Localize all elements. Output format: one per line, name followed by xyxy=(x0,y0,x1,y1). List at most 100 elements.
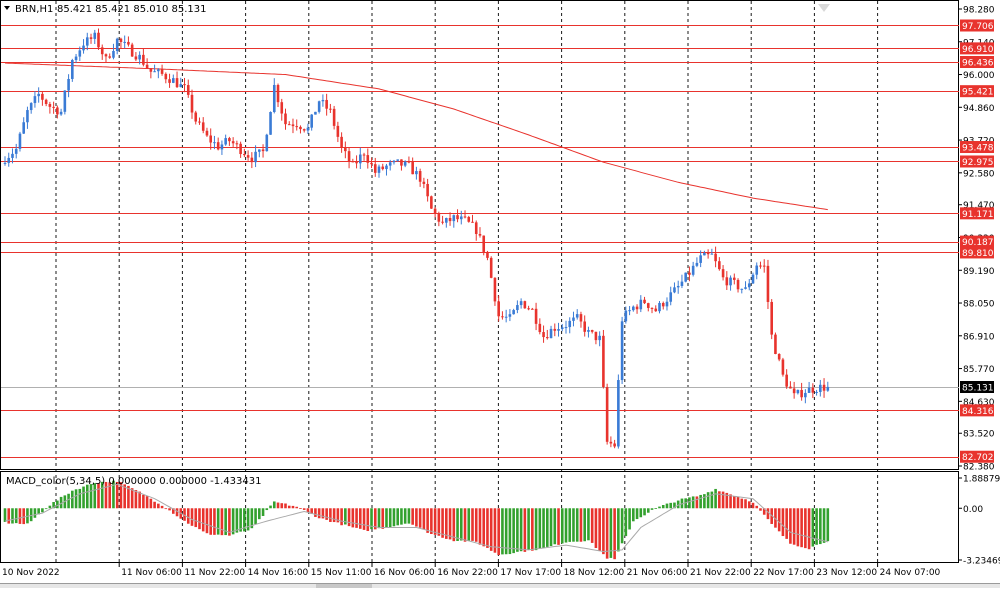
macd-bar xyxy=(29,508,33,522)
candle xyxy=(33,91,37,108)
macd-bar xyxy=(796,508,800,547)
candle-body xyxy=(172,78,175,83)
candle-body xyxy=(725,277,729,286)
level-label-box xyxy=(960,207,994,220)
candle-body xyxy=(310,114,313,128)
price-tick-label: 82.380 xyxy=(963,463,995,473)
macd-bar xyxy=(658,506,661,509)
macd-bar xyxy=(321,508,325,519)
candle-body xyxy=(130,44,134,57)
candle-body xyxy=(654,308,658,312)
candle-body xyxy=(362,154,366,156)
candle xyxy=(527,305,530,311)
macd-bar xyxy=(665,503,669,509)
candle-body xyxy=(258,149,261,152)
candle xyxy=(463,210,467,219)
candle xyxy=(785,369,788,389)
candle-body xyxy=(59,111,63,115)
candle-body xyxy=(560,327,564,330)
level-label: 96.436 xyxy=(962,59,994,69)
candle xyxy=(792,381,796,399)
macd-bar xyxy=(310,508,313,514)
candle-body xyxy=(729,277,732,286)
collapse-triangle-icon[interactable] xyxy=(4,6,10,10)
macd-bar xyxy=(295,506,299,509)
candle xyxy=(93,29,97,45)
candle xyxy=(826,381,830,392)
macd-bar xyxy=(22,508,25,525)
price-tick-label: 98.280 xyxy=(963,6,995,16)
macd-panel xyxy=(3,480,830,560)
candle-body xyxy=(160,69,164,74)
candle xyxy=(676,280,680,294)
candle-body xyxy=(366,155,370,163)
candle xyxy=(235,140,239,150)
candle xyxy=(441,215,444,225)
macd-bar xyxy=(516,508,519,552)
macd-bar xyxy=(3,508,7,522)
candle xyxy=(471,214,474,223)
candle xyxy=(575,309,579,320)
candle xyxy=(688,266,691,282)
price-tick-label: 92.580 xyxy=(963,169,995,179)
time-label: 16 Nov 06:00 xyxy=(374,568,435,578)
level-label-box xyxy=(960,404,994,417)
candle xyxy=(7,152,11,167)
candle xyxy=(508,309,512,322)
macd-bar xyxy=(452,508,456,542)
candle xyxy=(388,159,392,171)
candle-body xyxy=(583,321,586,332)
candle-body xyxy=(676,285,680,288)
one-click-trading-icon[interactable] xyxy=(818,4,830,12)
time-label: 21 Nov 06:00 xyxy=(627,568,688,578)
macd-bar xyxy=(560,508,564,544)
candle xyxy=(740,288,744,294)
macd-bar xyxy=(433,508,437,535)
candle xyxy=(385,163,388,176)
candle-body xyxy=(703,252,706,256)
macd-tick-label: -3.234692 xyxy=(963,557,1000,567)
candle-body xyxy=(751,274,755,284)
macd-bar xyxy=(534,508,538,551)
candle-body xyxy=(250,157,254,163)
macd-bar xyxy=(538,508,542,549)
candle xyxy=(553,323,557,337)
candle xyxy=(183,77,186,93)
candle-body xyxy=(706,252,710,255)
candle xyxy=(63,90,67,115)
candle-body xyxy=(224,138,227,145)
candle-body xyxy=(138,54,141,60)
macd-bar xyxy=(403,508,407,524)
candle xyxy=(59,108,63,116)
candle xyxy=(145,58,149,69)
candle-body xyxy=(740,288,744,290)
macd-bar xyxy=(512,508,515,554)
macd-bar xyxy=(78,488,82,509)
candle-body xyxy=(329,108,332,110)
candle xyxy=(220,140,224,155)
candle-body xyxy=(695,262,699,266)
candle-body xyxy=(418,171,422,182)
macd-bar xyxy=(781,508,785,537)
candle xyxy=(97,28,100,50)
candle xyxy=(452,214,456,228)
macd-bar xyxy=(482,508,486,547)
candle-body xyxy=(332,108,336,126)
candle xyxy=(747,279,751,291)
chart-scrollbar-track xyxy=(0,583,1000,588)
candle-body xyxy=(445,217,448,223)
candle-body xyxy=(744,287,747,289)
candle-body xyxy=(538,323,542,333)
candle-body xyxy=(205,130,209,136)
candle xyxy=(725,271,729,291)
macd-bar xyxy=(441,508,444,538)
candle xyxy=(486,250,489,261)
macd-bar xyxy=(254,508,257,525)
candle-body xyxy=(471,221,474,223)
time-axis[interactable]: 10 Nov 2022 11 Nov 06:00 11 Nov 22:00 14 No… xyxy=(0,563,1000,588)
time-label: 11 Nov 22:00 xyxy=(184,568,245,578)
candle xyxy=(605,383,609,445)
candle-body xyxy=(602,335,605,388)
